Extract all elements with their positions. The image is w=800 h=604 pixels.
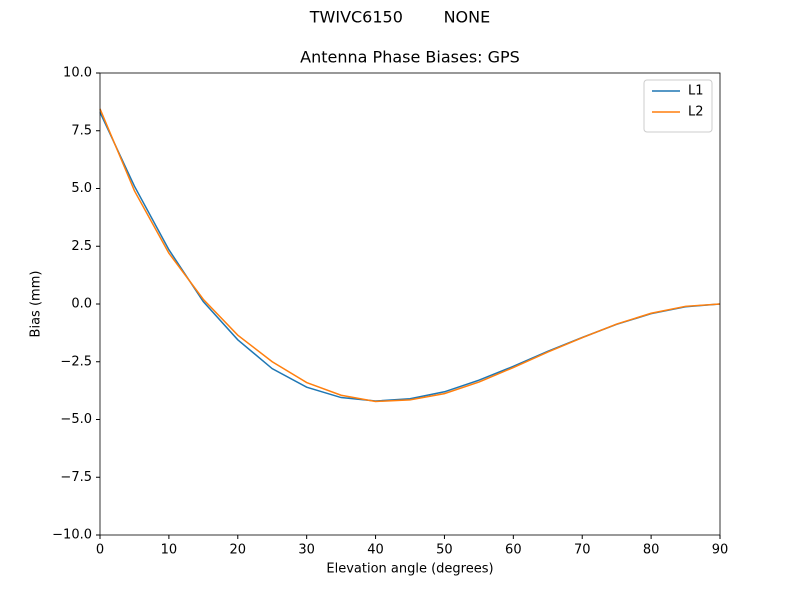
plot-frame xyxy=(99,72,721,536)
x-tick-label: 20 xyxy=(230,543,247,558)
y-tick-label: −7.5 xyxy=(60,470,92,485)
y-tick-label: 10.0 xyxy=(63,66,92,81)
x-tick-label: 90 xyxy=(712,543,729,558)
x-tick-label: 10 xyxy=(161,543,178,558)
x-tick-label: 0 xyxy=(96,543,104,558)
x-tick-label: 60 xyxy=(505,543,522,558)
y-axis-label: Bias (mm) xyxy=(29,271,44,338)
y-tick-label: 7.5 xyxy=(71,123,92,138)
x-tick-label: 40 xyxy=(367,543,384,558)
suptitle: TWIVC6150 NONE xyxy=(309,8,490,27)
y-tick-label: −2.5 xyxy=(60,354,92,369)
x-tick-label: 70 xyxy=(574,543,591,558)
x-tick-label: 50 xyxy=(436,543,453,558)
line-series xyxy=(99,108,721,403)
legend-label: L1 xyxy=(688,84,704,99)
y-tick-label: 2.5 xyxy=(71,239,92,254)
chart-title: Antenna Phase Biases: GPS xyxy=(300,48,520,67)
y-tick-label: 0.0 xyxy=(71,297,92,312)
x-axis-label: Elevation angle (degrees) xyxy=(326,562,493,577)
y-tick-label: −5.0 xyxy=(60,412,92,427)
legend-box xyxy=(643,79,713,133)
y-tick-label: −10.0 xyxy=(52,528,92,543)
x-tick-label: 30 xyxy=(298,543,315,558)
legend-label: L2 xyxy=(688,105,704,120)
x-tick-label: 80 xyxy=(643,543,660,558)
y-tick-label: 5.0 xyxy=(71,181,92,196)
